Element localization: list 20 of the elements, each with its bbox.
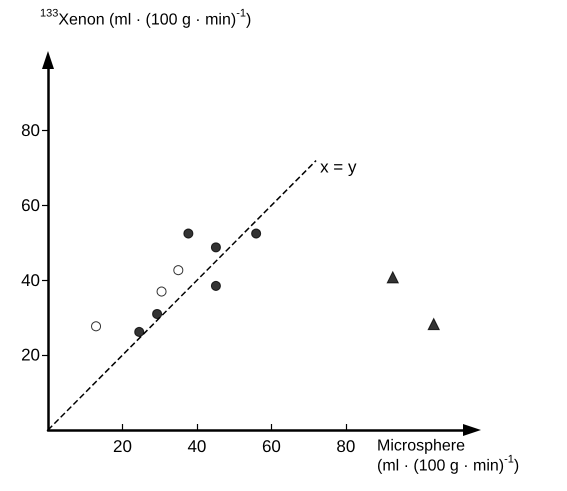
point — [156, 286, 167, 297]
annotation: x = y — [320, 158, 357, 177]
y-tick-label: 20 — [21, 346, 40, 365]
point — [183, 228, 194, 239]
point — [210, 280, 221, 291]
x-tick-label: 60 — [262, 437, 281, 456]
point — [152, 308, 162, 319]
x-tick-label: 20 — [113, 437, 132, 456]
y-tick-label: 80 — [21, 121, 40, 140]
point — [428, 318, 440, 330]
point — [91, 321, 102, 332]
point — [251, 228, 262, 239]
point — [386, 271, 399, 284]
point — [173, 265, 184, 276]
point — [134, 326, 144, 337]
point — [210, 242, 221, 252]
y-tick-label: 40 — [21, 270, 40, 290]
x-tick-label: 40 — [187, 437, 206, 456]
y-tick-label: 60 — [21, 196, 40, 215]
x-tick-label: 80 — [336, 437, 356, 456]
